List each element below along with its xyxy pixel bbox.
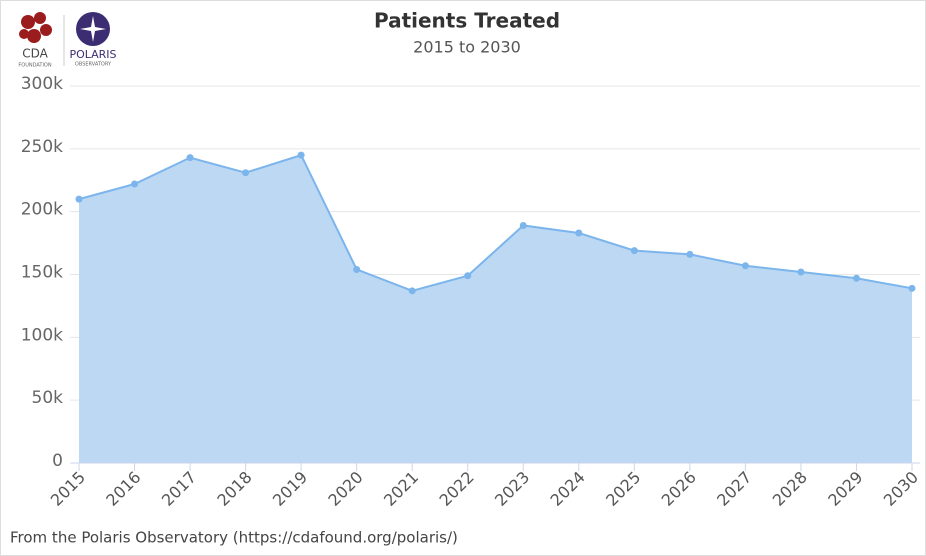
point [186, 154, 194, 162]
point [797, 268, 805, 276]
chart-title: Patients Treated [374, 9, 560, 33]
logo-text: CDA [22, 47, 48, 61]
y-tick-label: 150k [21, 263, 63, 283]
point [408, 287, 416, 295]
y-tick-label: 100k [21, 325, 63, 345]
point [297, 151, 305, 159]
y-tick-label: 300k [21, 74, 63, 94]
area [79, 155, 912, 463]
point [353, 265, 361, 273]
source-note: From the Polaris Observatory (https://cd… [10, 529, 458, 547]
point [519, 221, 527, 229]
point [741, 262, 749, 270]
point [575, 229, 583, 237]
point [464, 272, 472, 280]
chart-subtitle: 2015 to 2030 [413, 38, 521, 57]
point [686, 250, 694, 258]
point [131, 180, 139, 188]
logo-polaris [76, 12, 110, 46]
point [908, 284, 916, 292]
y-tick-label: 0 [52, 451, 63, 471]
line [78, 153, 913, 292]
y-tick-label: 250k [21, 137, 63, 157]
y-tick-label: 200k [21, 200, 63, 220]
y-tick-label: 50k [32, 388, 64, 408]
point [630, 247, 638, 255]
logo-text: OBSERVATORY [75, 62, 112, 68]
point [852, 274, 860, 282]
logo-text: FOUNDATION [18, 63, 51, 69]
logo-cda [19, 12, 52, 43]
point [75, 195, 83, 203]
logo-text: POLARIS [69, 48, 116, 61]
point [242, 169, 250, 177]
